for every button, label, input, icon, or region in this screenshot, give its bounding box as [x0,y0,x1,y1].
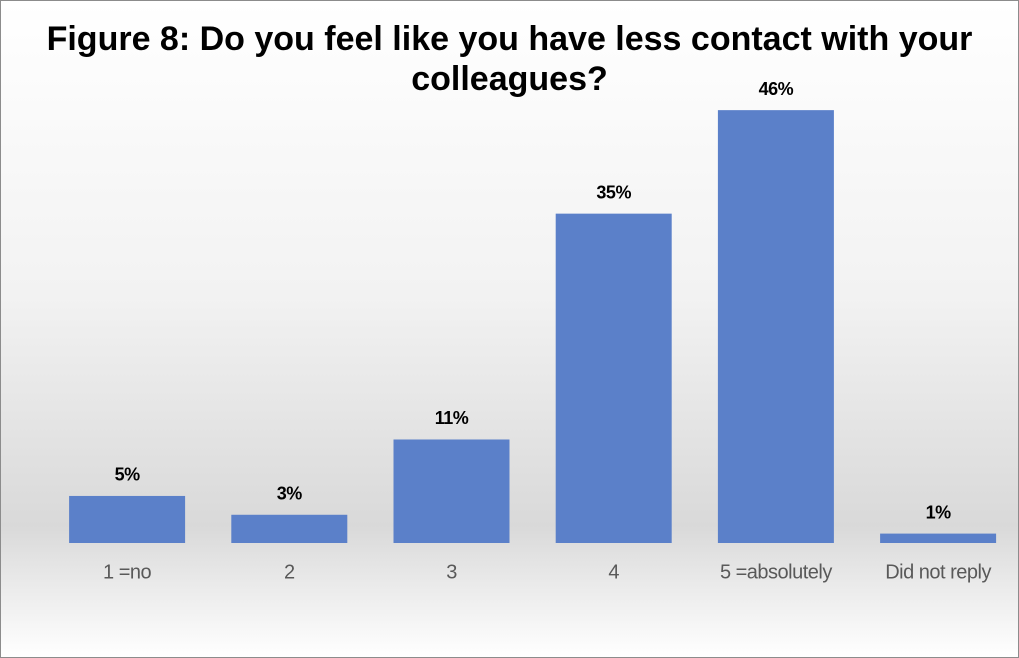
data-label: 35% [596,182,631,202]
data-label: 1% [926,502,952,522]
x-tick-label: 4 [608,561,619,583]
chart-title: Figure 8: Do you feel like you have less… [46,20,973,98]
x-tick-label: 5 =absolutely [720,561,832,583]
x-tick-label: 2 [284,561,295,583]
bar [717,110,834,543]
data-label: 3% [277,484,303,504]
data-label: 11% [435,408,469,428]
data-label: 46% [759,79,794,99]
bar [231,514,348,543]
x-tick-label: Did not reply [885,561,991,583]
bar [393,439,510,543]
bar [69,495,186,543]
bar [880,533,997,543]
data-label: 5% [115,465,141,485]
x-tick-label: 3 [446,561,457,583]
x-tick-label: 1 =no [103,561,151,583]
bar [555,213,672,543]
